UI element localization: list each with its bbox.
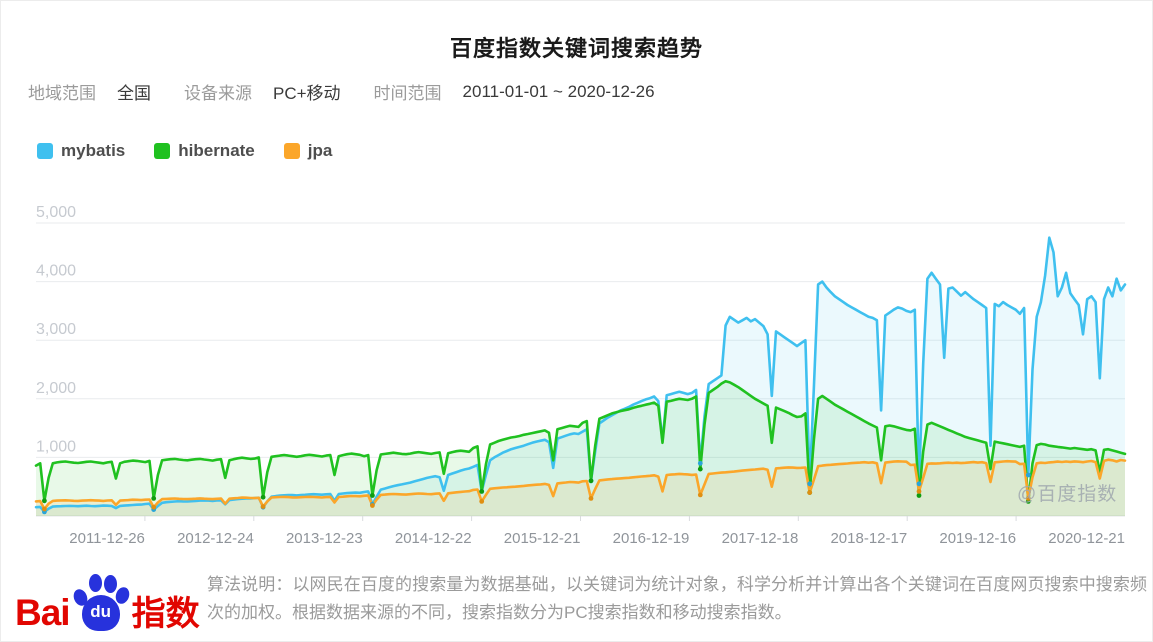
svg-text:2019-12-16: 2019-12-16 xyxy=(939,530,1016,547)
legend-item-hibernate[interactable]: hibernate xyxy=(154,141,255,161)
baidu-paw-icon: du xyxy=(70,574,132,631)
footer: Bai du 指数 算法说明：以网民在百度的搜索量为数据基础，以关键词为统计对象… xyxy=(1,559,1152,641)
trend-chart-area[interactable]: 1,000 2,000 3,000 4,000 5,000 2011-12-26 2012-… xyxy=(1,186,1153,556)
chart-legend: mybatis hibernate jpa xyxy=(37,141,361,161)
hibernate-series-swatch xyxy=(154,143,171,159)
logo-text-du: du xyxy=(90,602,111,621)
filter-bar: 地域范围 全国 设备来源 PC+移动 时间范围 2011-01-01 ~ 202… xyxy=(28,79,655,104)
region-filter-label: 地域范围 xyxy=(28,84,96,103)
svg-text:2,000: 2,000 xyxy=(36,380,76,397)
legend-label-jpa: jpa xyxy=(307,141,333,160)
mybatis-series-swatch xyxy=(37,143,53,159)
svg-text:2020-12-21: 2020-12-21 xyxy=(1048,530,1125,547)
trend-line-chart[interactable]: 1,000 2,000 3,000 4,000 5,000 2011-12-26 2012-… xyxy=(1,186,1153,556)
jpa-series-swatch xyxy=(283,143,300,159)
legend-item-jpa[interactable]: jpa xyxy=(283,141,333,161)
time-filter-value: 2011-01-01 ~ 2020-12-26 xyxy=(462,81,655,101)
baidu-index-logo: Bai du 指数 xyxy=(15,573,200,631)
svg-text:3,000: 3,000 xyxy=(36,321,76,338)
time-filter-label: 时间范围 xyxy=(373,84,442,103)
svg-text:2017-12-18: 2017-12-18 xyxy=(722,530,799,547)
svg-text:2011-12-26: 2011-12-26 xyxy=(69,530,145,547)
page-title: 百度指数关键词搜索趋势 xyxy=(449,36,703,61)
svg-text:1,000: 1,000 xyxy=(36,438,76,455)
svg-text:2016-12-19: 2016-12-19 xyxy=(613,530,690,547)
svg-text:2012-12-24: 2012-12-24 xyxy=(177,530,254,547)
svg-text:2018-12-17: 2018-12-17 xyxy=(830,530,907,547)
legend-item-mybatis[interactable]: mybatis xyxy=(37,141,125,161)
region-filter-value: 全国 xyxy=(117,84,151,103)
svg-text:4,000: 4,000 xyxy=(36,263,76,280)
legend-label-mybatis: mybatis xyxy=(61,141,126,160)
legend-label-hibernate: hibernate xyxy=(178,141,255,160)
svg-text:2013-12-23: 2013-12-23 xyxy=(286,530,363,547)
device-filter-label: 设备来源 xyxy=(184,84,252,103)
device-filter-value: PC+移动 xyxy=(273,84,341,103)
algorithm-description: 算法说明：以网民在百度的搜索量为数据基础，以关键词为统计对象，科学分析并计算出各… xyxy=(207,575,1147,622)
watermark: @百度指数 xyxy=(1017,484,1118,505)
logo-text-zhishu: 指数 xyxy=(131,595,200,633)
svg-text:2014-12-22: 2014-12-22 xyxy=(395,530,472,547)
svg-text:5,000: 5,000 xyxy=(36,204,76,221)
logo-text-bai: Bai xyxy=(15,592,71,633)
svg-text:2015-12-21: 2015-12-21 xyxy=(504,530,581,547)
